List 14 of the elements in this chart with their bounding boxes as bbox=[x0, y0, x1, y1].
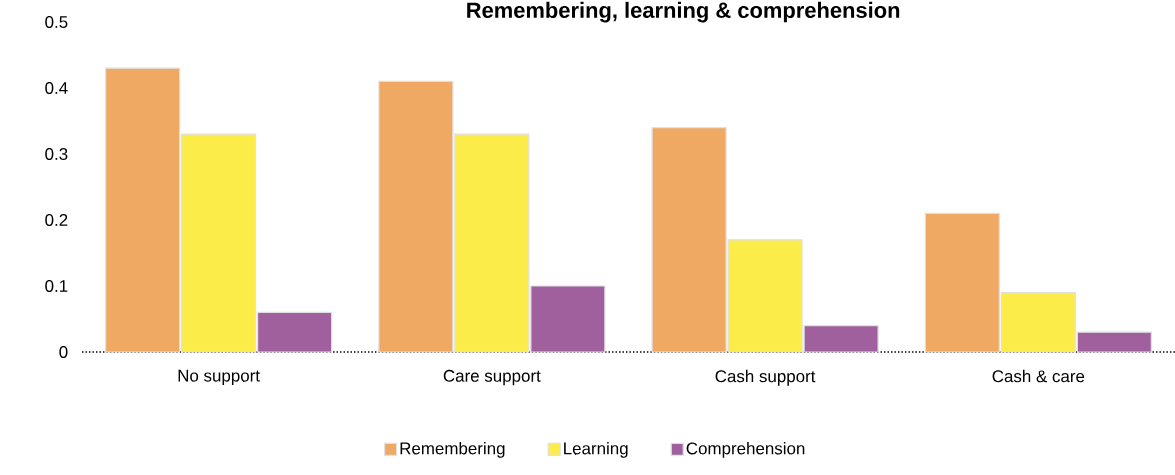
legend-label: Learning bbox=[564, 441, 628, 458]
x-tick-label: Cash & care bbox=[992, 369, 1085, 383]
y-tick-label: 0.5 bbox=[45, 16, 68, 28]
y-tick-label: 0.4 bbox=[45, 82, 68, 94]
legend-label: Remembering bbox=[400, 441, 505, 458]
y-tick-label: 0.1 bbox=[45, 280, 68, 292]
x-tick-label: Cash support bbox=[715, 369, 816, 386]
x-tick-label: No support bbox=[178, 369, 260, 386]
y-tick-label: 0 bbox=[59, 346, 68, 358]
chart-title: Remembering, learning & comprehension bbox=[467, 1, 900, 23]
legend-label: Comprehension bbox=[686, 441, 805, 458]
x-tick-label: Care support bbox=[443, 369, 541, 386]
y-tick-label: 0.2 bbox=[45, 214, 68, 226]
y-tick-label: 0.3 bbox=[45, 148, 68, 160]
